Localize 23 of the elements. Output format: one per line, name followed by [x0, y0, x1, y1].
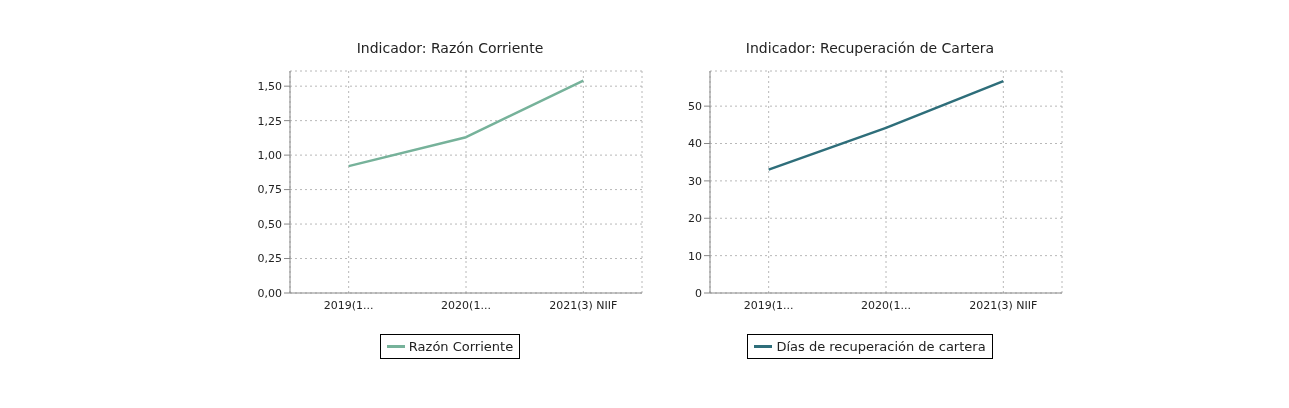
y-tick-label: 0,00	[257, 286, 282, 300]
x-tick-label: 2021(3) NIIF	[549, 298, 618, 312]
chart-title: Indicador: Recuperación de Cartera	[744, 39, 996, 58]
y-tick-label: 40	[688, 137, 702, 151]
y-tick-label: 0,75	[257, 183, 282, 197]
x-tick-label: 2019(1...	[743, 298, 794, 312]
x-tick-label: 2020(1...	[861, 298, 911, 312]
y-tick-label: 50	[688, 100, 702, 114]
x-tick-label: 2019(1...	[323, 298, 374, 312]
legend-label: Días de recuperación de cartera	[776, 339, 986, 354]
y-tick-label: 0,50	[257, 217, 282, 231]
y-tick-label: 0	[695, 286, 702, 300]
y-tick-label: 0,25	[257, 252, 282, 266]
y-tick-label: 1,25	[257, 114, 282, 128]
y-tick-label: 30	[688, 174, 702, 188]
y-tick-label: 1,50	[257, 80, 282, 94]
y-tick-label: 10	[688, 249, 702, 263]
y-tick-label: 1,00	[257, 149, 282, 163]
legend-label: Razón Corriente	[408, 339, 514, 354]
y-tick-label: 20	[688, 212, 702, 226]
x-tick-label: 2021(3) NIIF	[969, 298, 1038, 312]
x-tick-label: 2020(1...	[441, 298, 491, 312]
chart-title: Indicador: Razón Corriente	[355, 39, 545, 58]
